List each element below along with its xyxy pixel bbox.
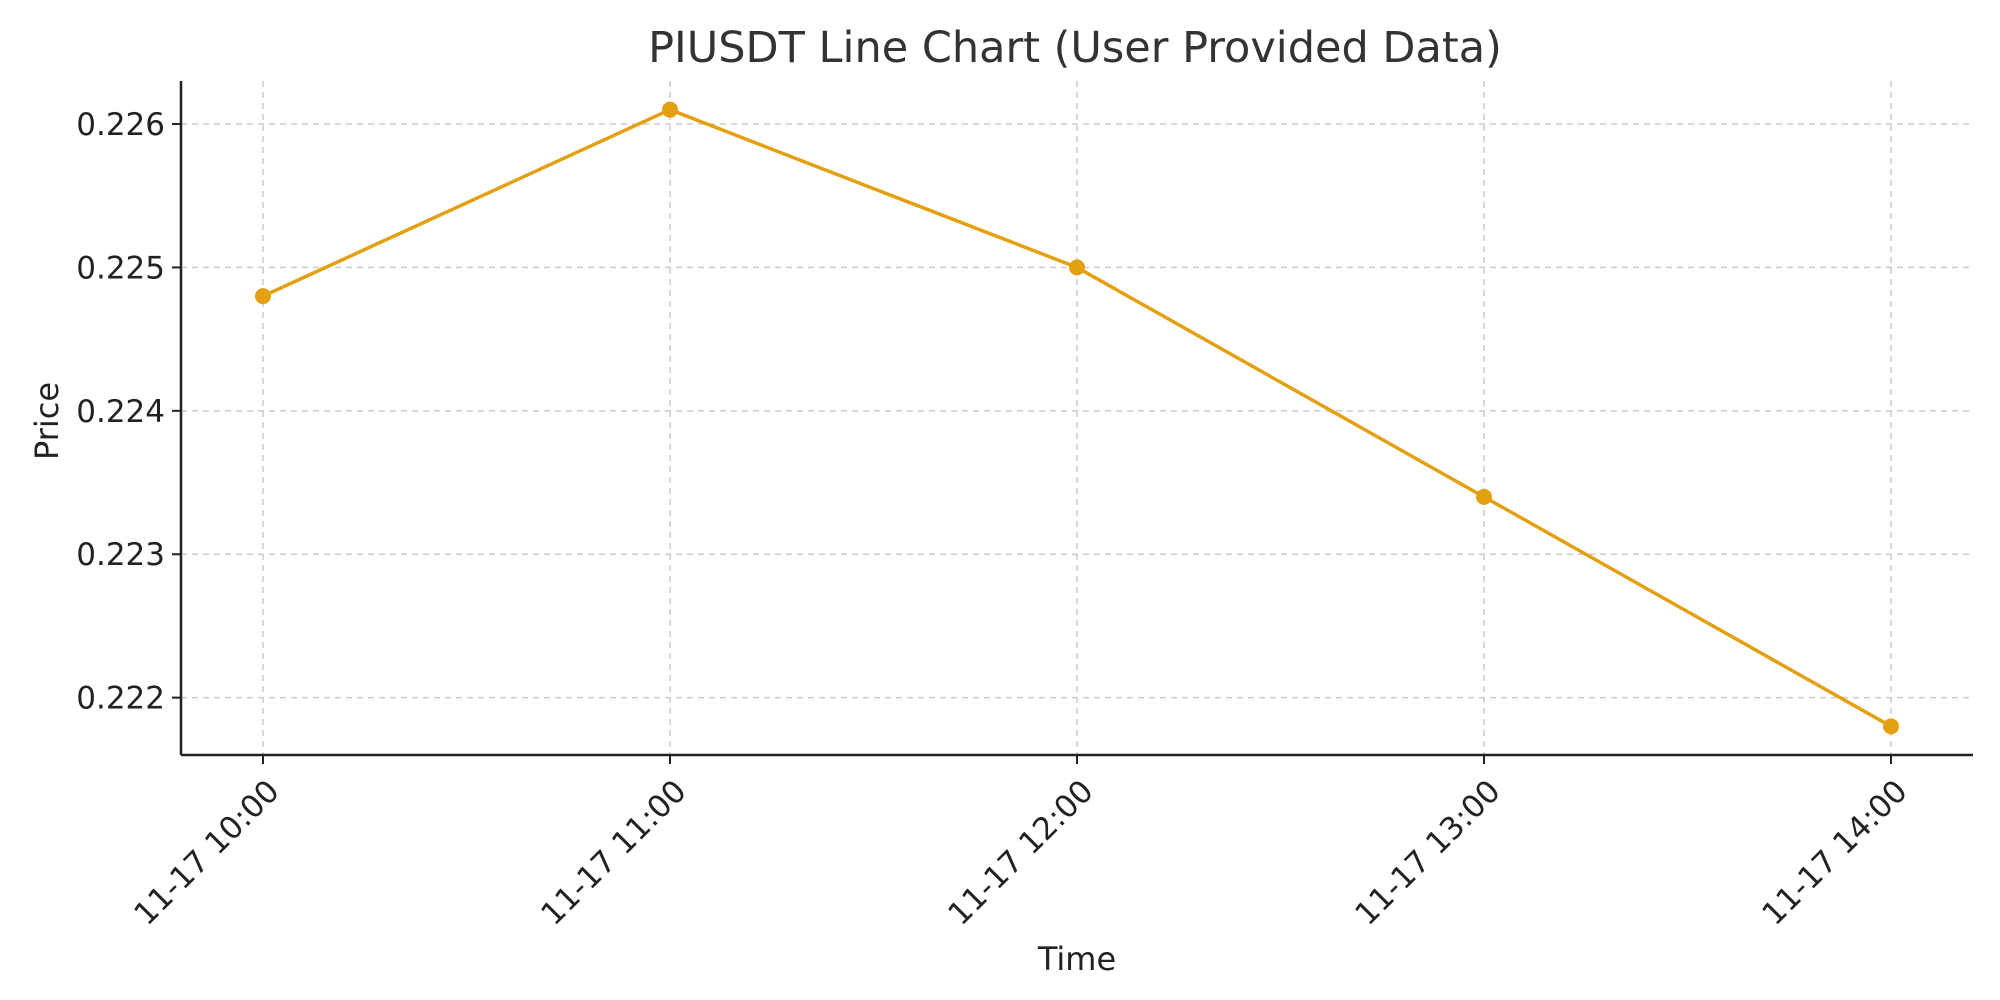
y-tick-label: 0.225: [76, 250, 165, 286]
y-tick-label: 0.222: [76, 681, 165, 717]
grid-lines: [181, 81, 1973, 755]
x-tick-label: 11-17 13:00: [1348, 773, 1507, 932]
x-tick-label: 11-17 12:00: [941, 773, 1100, 932]
data-point: [1476, 488, 1492, 505]
y-tick-label: 0.224: [76, 394, 165, 430]
y-tick-label: 0.223: [76, 537, 165, 573]
data-point: [662, 101, 678, 118]
series: [255, 101, 1899, 735]
x-tick-label: 11-17 14:00: [1755, 773, 1914, 932]
x-axis-label: Time: [1037, 940, 1116, 978]
y-tick-label: 0.226: [76, 107, 165, 143]
x-tick-label: 11-17 11:00: [534, 773, 693, 932]
chart-title: PIUSDT Line Chart (User Provided Data): [648, 23, 1502, 73]
ticks: 11-17 10:00 11-17 11:00 11-17 12:00 11-17 1…: [76, 107, 1914, 932]
y-axis-label: Price: [28, 382, 66, 460]
data-point: [255, 288, 271, 305]
x-tick-label: 11-17 10:00: [127, 773, 286, 932]
data-point: [1883, 718, 1899, 735]
data-point: [1069, 259, 1085, 276]
